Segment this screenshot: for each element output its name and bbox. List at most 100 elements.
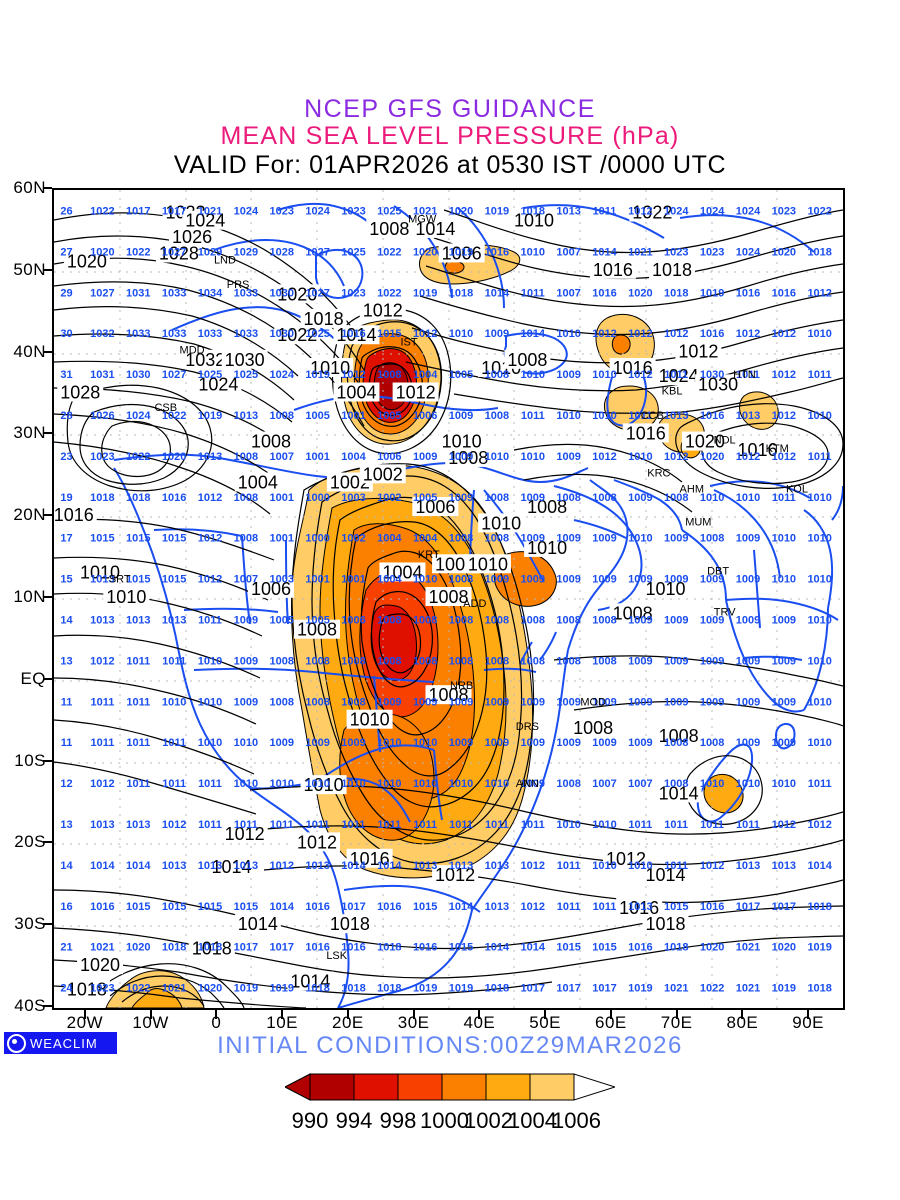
- grid-value: 1012: [628, 369, 652, 381]
- contour-label: 1016: [619, 898, 659, 918]
- grid-value: 1011: [593, 206, 617, 218]
- grid-value: 1021: [198, 206, 222, 218]
- grid-value: 1016: [736, 287, 760, 299]
- grid-value: 1024: [269, 369, 294, 381]
- colorbar-cell[interactable]: [309, 1073, 355, 1101]
- grid-value: 1009: [628, 492, 652, 504]
- grid-value: 1009: [628, 696, 652, 708]
- colorbar-cell[interactable]: [485, 1073, 531, 1101]
- grid-value: 1011: [90, 737, 114, 749]
- grid-value: 1018: [90, 492, 114, 504]
- grid-value: 1009: [664, 655, 688, 667]
- contour-label: 1012: [606, 849, 646, 869]
- grid-value: 1014: [269, 901, 294, 913]
- contour-label-bg: [208, 856, 255, 876]
- contour-label-bg: [274, 284, 321, 304]
- contour-label: 1008: [297, 620, 337, 640]
- colorbar-cell[interactable]: [529, 1073, 575, 1101]
- grid-value: 1007: [592, 778, 616, 790]
- contour-label: 1008: [613, 603, 653, 623]
- lon-tick-label: 90E: [792, 1013, 824, 1032]
- grid-value: 1008: [485, 492, 509, 504]
- station-code: LND: [214, 255, 236, 267]
- contour-label: 1014: [290, 971, 330, 991]
- grid-value: 1009: [592, 574, 616, 586]
- grid-value: 1015: [556, 942, 580, 954]
- grid-value: 1010: [592, 410, 616, 422]
- grid-value: 1009: [485, 574, 509, 586]
- contour-label: 1016: [738, 440, 778, 460]
- grid-value: 1010: [413, 778, 437, 790]
- colorbar-cell[interactable]: [397, 1073, 443, 1101]
- contour-label: 1022: [632, 203, 672, 223]
- lon-tick-mark: [609, 1010, 612, 1019]
- grid-value: 1025: [234, 369, 258, 381]
- grid-value: 1008: [521, 655, 545, 667]
- gridded-value-layer: 26 1022 1017 1017 1021 1024 1023 1024 1023 1025 10…: [60, 206, 832, 995]
- grid-value: 1010: [807, 655, 831, 667]
- grid-value: 1008: [449, 655, 473, 667]
- grid-value: 1016: [700, 328, 724, 340]
- grid-value: 1012: [521, 860, 545, 872]
- station-code: DBT: [707, 565, 729, 577]
- contour-label-bg: [169, 227, 216, 247]
- grid-value: 1014: [126, 860, 151, 872]
- grid-value: 1009: [449, 492, 473, 504]
- contour-label-bg: [589, 259, 636, 279]
- grid-value: 1015: [126, 533, 150, 545]
- grid-value: 1008: [664, 778, 688, 790]
- colorbar-cell[interactable]: [441, 1073, 487, 1101]
- grid-value: 1012: [807, 287, 831, 299]
- grid-value: 1031: [90, 369, 114, 381]
- grid-value: 1018: [664, 942, 688, 954]
- grid-value: 1015: [413, 901, 437, 913]
- grid-value: 1023: [90, 983, 114, 995]
- grid-value: 1008: [521, 615, 545, 627]
- grid-value: 1009: [700, 615, 724, 627]
- grid-value: 14: [60, 860, 73, 872]
- weaclim-logo[interactable]: WEACLIM: [4, 1032, 117, 1054]
- contour-label: 1006: [251, 579, 291, 599]
- contour-label-bg: [681, 431, 728, 451]
- lat-tick-mark: [43, 841, 52, 844]
- pressure-contour-map[interactable]: 1022102610281020102410101008101410061022…: [52, 188, 845, 1010]
- grid-value: 1009: [592, 696, 616, 708]
- contour-label: 1018: [652, 260, 692, 280]
- contour-label: 1004: [336, 383, 376, 403]
- grid-value: 1013: [628, 901, 652, 913]
- contour-label-bg: [182, 210, 229, 230]
- pressure-colorbar[interactable]: [285, 1070, 615, 1110]
- colorbar-cell[interactable]: [353, 1073, 399, 1101]
- grid-value: 1012: [736, 451, 760, 463]
- lat-tick-mark: [43, 923, 52, 926]
- grid-value: 1008: [305, 655, 329, 667]
- grid-value: 1033: [162, 328, 186, 340]
- lat-tick-mark: [43, 514, 52, 517]
- contour-label: 1024: [659, 366, 699, 386]
- grid-value: 1019: [449, 983, 473, 995]
- grid-value: 1022: [126, 451, 150, 463]
- grid-value: 1008: [700, 737, 724, 749]
- grid-value: 1012: [341, 369, 365, 381]
- grid-value: 1008: [341, 655, 365, 667]
- grid-value: 1012: [90, 778, 114, 790]
- grid-value: 1008: [592, 492, 616, 504]
- grid-value: 1013: [198, 451, 222, 463]
- grid-value: 1019: [772, 983, 796, 995]
- grid-value: 1013: [162, 860, 186, 872]
- grid-value: 1014: [449, 901, 474, 913]
- station-code: DRS: [516, 721, 539, 733]
- grid-value: 1011: [628, 410, 652, 422]
- contour-label: 1018: [304, 309, 344, 329]
- grid-value: 13: [60, 655, 72, 667]
- grid-value: 1027: [305, 246, 329, 258]
- station-code: KOL: [786, 484, 808, 496]
- lat-tick-mark: [43, 187, 52, 189]
- contour-label: 1014: [238, 914, 278, 934]
- grid-value: 1011: [377, 819, 401, 831]
- grid-value: 1009: [485, 737, 509, 749]
- lat-tick-mark: [43, 268, 52, 271]
- contour-label: 1032: [185, 350, 225, 370]
- grid-value: 1033: [126, 328, 150, 340]
- grid-value: 1010: [772, 533, 796, 545]
